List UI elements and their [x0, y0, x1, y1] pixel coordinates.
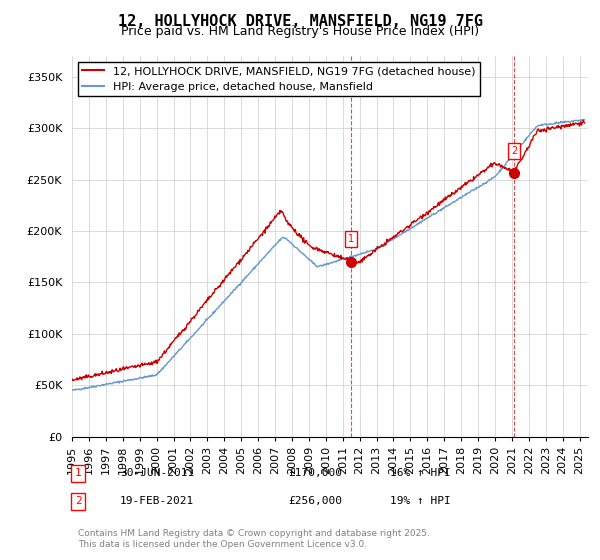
Text: 30-JUN-2011: 30-JUN-2011	[120, 468, 194, 478]
Legend: 12, HOLLYHOCK DRIVE, MANSFIELD, NG19 7FG (detached house), HPI: Average price, d: 12, HOLLYHOCK DRIVE, MANSFIELD, NG19 7FG…	[77, 62, 480, 96]
Text: 19-FEB-2021: 19-FEB-2021	[120, 496, 194, 506]
Text: £256,000: £256,000	[288, 496, 342, 506]
Text: 2: 2	[511, 146, 517, 156]
Text: 16% ↑ HPI: 16% ↑ HPI	[390, 468, 451, 478]
Text: 1: 1	[348, 234, 354, 244]
Text: Contains HM Land Registry data © Crown copyright and database right 2025.
This d: Contains HM Land Registry data © Crown c…	[78, 529, 430, 549]
Text: 1: 1	[74, 468, 82, 478]
Text: Price paid vs. HM Land Registry's House Price Index (HPI): Price paid vs. HM Land Registry's House …	[121, 25, 479, 38]
Text: 19% ↑ HPI: 19% ↑ HPI	[390, 496, 451, 506]
Text: £170,000: £170,000	[288, 468, 342, 478]
Text: 12, HOLLYHOCK DRIVE, MANSFIELD, NG19 7FG: 12, HOLLYHOCK DRIVE, MANSFIELD, NG19 7FG	[118, 14, 482, 29]
Text: 2: 2	[74, 496, 82, 506]
